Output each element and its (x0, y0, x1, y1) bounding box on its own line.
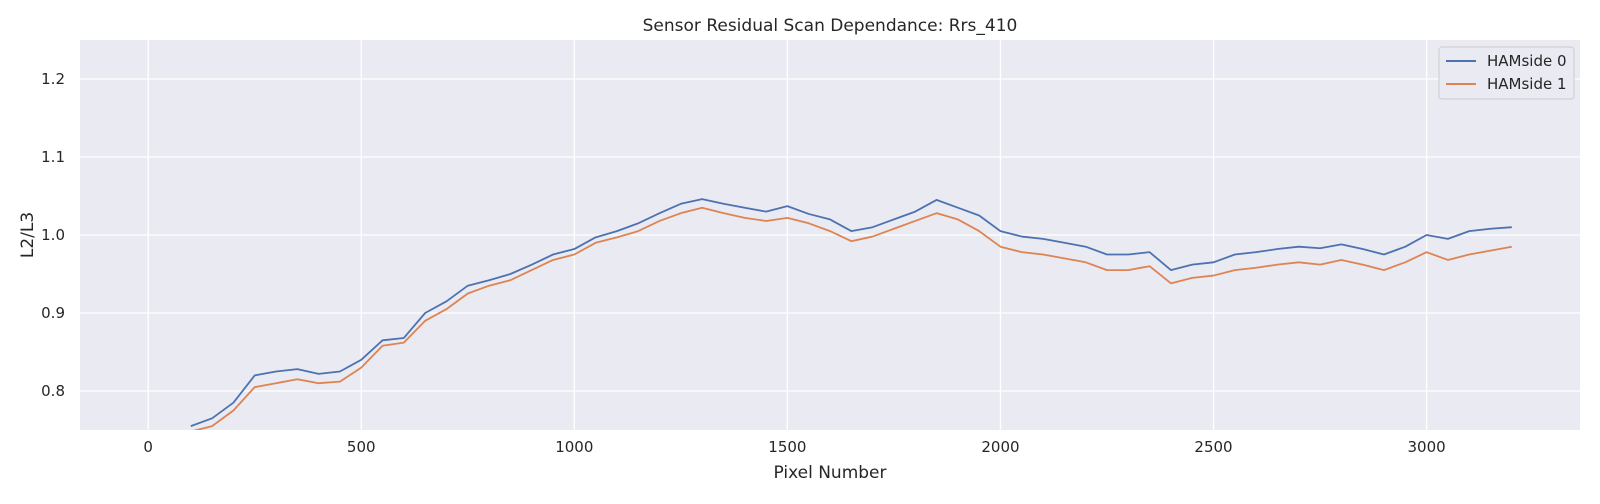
y-tick-label: 0.9 (41, 304, 65, 322)
chart-title: Sensor Residual Scan Dependance: Rrs_410 (643, 16, 1018, 36)
x-tick-label: 500 (347, 438, 376, 456)
x-tick-label: 0 (143, 438, 153, 456)
y-tick-label: 1.2 (41, 70, 65, 88)
legend: HAMside 0 HAMside 1 (1439, 47, 1574, 99)
y-axis-label: L2/L3 (18, 212, 38, 258)
legend-label-hamside-1: HAMside 1 (1487, 75, 1567, 93)
legend-label-hamside-0: HAMside 0 (1487, 52, 1567, 70)
x-tick-label: 2000 (981, 438, 1019, 456)
x-axis-label: Pixel Number (773, 463, 886, 483)
x-tick-label: 3000 (1407, 438, 1445, 456)
x-tick-label: 2500 (1194, 438, 1232, 456)
y-tick-label: 1.0 (41, 226, 65, 244)
y-tick-label: 0.8 (41, 382, 65, 400)
x-tick-label: 1000 (555, 438, 593, 456)
x-tick-label: 1500 (768, 438, 806, 456)
y-tick-label: 1.1 (41, 148, 65, 166)
